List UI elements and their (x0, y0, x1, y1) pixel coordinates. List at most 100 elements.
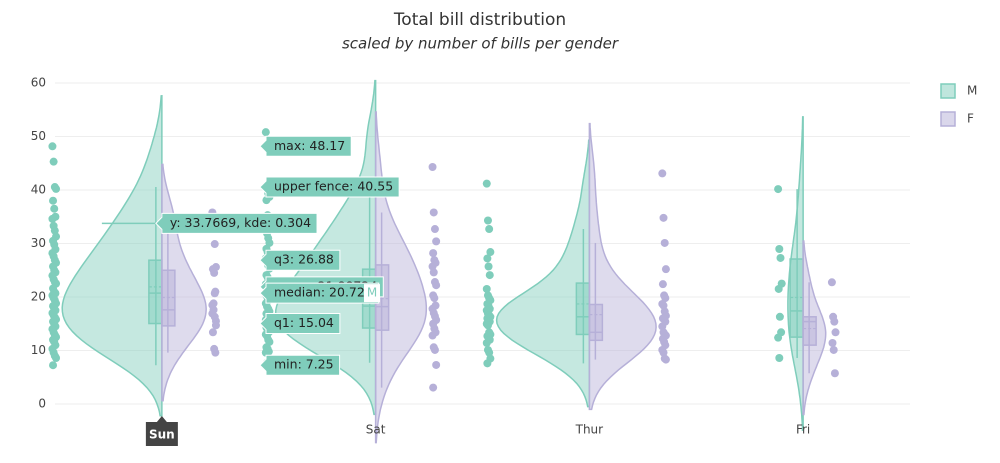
legend-swatch (940, 111, 956, 127)
y-tick-label: 20 (31, 290, 46, 304)
point (775, 245, 784, 254)
point (49, 361, 58, 370)
point (483, 359, 492, 368)
y-tick-label: 0 (38, 397, 46, 411)
point (48, 214, 57, 223)
hover-text: y: 33.7669, kde: 0.304 (170, 215, 311, 230)
point (482, 284, 491, 293)
point (774, 284, 783, 293)
hover-label: max: 48.17 (259, 135, 352, 157)
point (209, 299, 218, 308)
hover-text: median: 20.725 (274, 285, 373, 300)
hover-label: min: 7.25 (259, 354, 341, 376)
legend-label: F (967, 112, 974, 126)
point (484, 262, 493, 271)
point (262, 196, 271, 205)
hover-text: max: 48.17 (274, 138, 345, 153)
x-tick-label: Fri (796, 423, 810, 437)
point (658, 280, 667, 289)
chart-title: Total bill distribution (393, 10, 566, 30)
legend-swatch (940, 83, 956, 99)
point (774, 185, 783, 194)
series-hover-bg (364, 284, 380, 303)
hover-text: q3: 26.88 (274, 252, 334, 267)
point (661, 355, 670, 364)
y-tick-label: 10 (31, 343, 46, 357)
point (50, 204, 59, 213)
point (658, 169, 667, 178)
hover-text: min: 7.25 (274, 357, 334, 372)
point (483, 216, 492, 225)
point (830, 369, 839, 378)
point (483, 321, 492, 330)
point (830, 317, 839, 326)
point (430, 345, 439, 354)
series-hover-label: M (367, 286, 377, 300)
box (588, 303, 604, 342)
point (827, 278, 836, 287)
point (261, 128, 270, 137)
x-tick-label: Thur (575, 423, 604, 437)
point (208, 309, 217, 318)
hover-box (155, 212, 318, 234)
point (429, 383, 438, 392)
point (661, 265, 670, 274)
box (802, 316, 817, 346)
point (430, 294, 439, 303)
point (485, 225, 494, 234)
hover-text: upper fence: 40.55 (274, 179, 393, 194)
y-tick-label: 30 (31, 236, 46, 250)
point (265, 238, 274, 247)
point (211, 348, 220, 357)
point (428, 162, 437, 171)
point (432, 281, 441, 290)
point (49, 157, 58, 166)
hover-box (259, 176, 400, 198)
point (52, 353, 61, 362)
hover-label: median: 20.725 (259, 282, 380, 304)
violin (588, 122, 657, 411)
point (831, 328, 840, 337)
category-hover-label: Sun (149, 428, 175, 442)
legend-label: M (967, 84, 977, 98)
point (48, 142, 57, 151)
point (486, 248, 495, 257)
point (208, 328, 217, 337)
point (660, 238, 669, 247)
chart-subtitle: scaled by number of bills per gender (342, 35, 619, 53)
hover-label: y: 33.7669, kde: 0.304 (155, 212, 318, 234)
hover-box (259, 354, 341, 376)
point (429, 208, 438, 217)
point (485, 271, 494, 280)
box (148, 259, 163, 325)
point (659, 213, 668, 222)
point (429, 249, 438, 258)
point (483, 254, 492, 263)
point (432, 360, 441, 369)
point (261, 348, 270, 357)
point (775, 353, 784, 362)
violin (374, 111, 428, 444)
point (661, 294, 670, 303)
x-tick-label: Sat (366, 423, 386, 437)
hover-label: upper fence: 40.55 (259, 176, 400, 198)
point (774, 333, 783, 342)
y-tick-label: 40 (31, 183, 46, 197)
point (52, 184, 61, 193)
violin (495, 139, 591, 408)
hover-box (259, 249, 341, 271)
box (575, 282, 591, 336)
hover-text: q1: 15.04 (274, 315, 334, 330)
point (210, 289, 219, 298)
point (776, 253, 785, 262)
point (49, 196, 58, 205)
point (482, 339, 491, 348)
y-tick-label: 50 (31, 129, 46, 143)
category-hover-bg (145, 416, 178, 446)
hover-label: q1: 15.04 (259, 313, 341, 335)
point (210, 268, 219, 277)
y-tick-label: 60 (31, 76, 46, 90)
point (775, 312, 784, 321)
point (828, 339, 837, 348)
